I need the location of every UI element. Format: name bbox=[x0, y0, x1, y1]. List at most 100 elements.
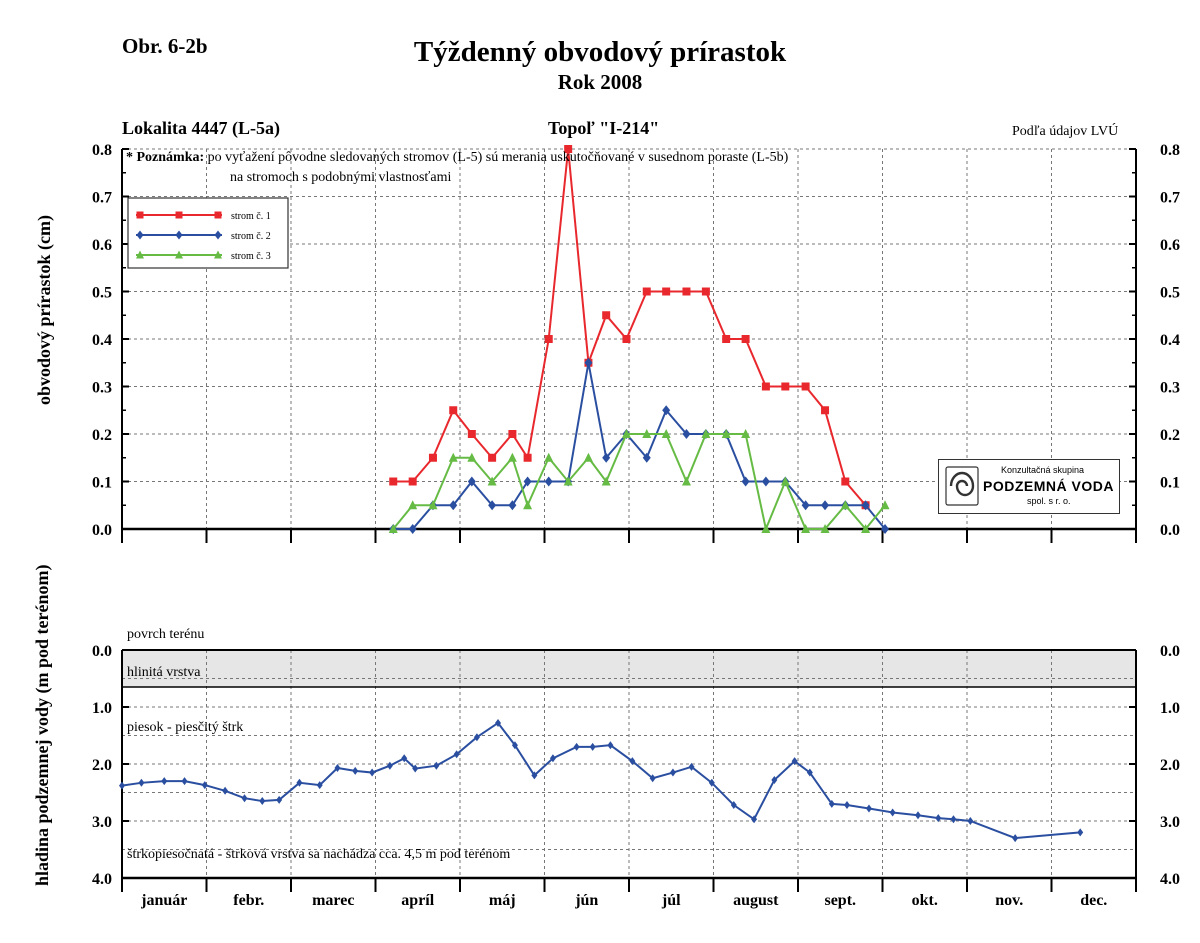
data-point-diamond bbox=[791, 757, 798, 766]
top-y-tick-label-right: 0.5 bbox=[1160, 285, 1180, 302]
legend-label: strom č. 1 bbox=[231, 211, 271, 222]
layer-surface-label: povrch terénu bbox=[127, 627, 205, 642]
legend: strom č. 1 strom č. 2 strom č. 3 bbox=[127, 197, 289, 269]
bottom-y-tick-label-right: 4.0 bbox=[1160, 871, 1180, 888]
data-point-diamond bbox=[844, 801, 851, 810]
legend-box bbox=[127, 197, 289, 269]
data-point-diamond bbox=[119, 781, 125, 790]
data-point-diamond bbox=[865, 804, 872, 813]
data-point-diamond bbox=[589, 742, 596, 751]
data-point-diamond bbox=[508, 500, 517, 511]
bottom-y-tick-label-right: 2.0 bbox=[1160, 757, 1180, 774]
data-point-triangle bbox=[507, 452, 517, 462]
top-y-tick-label-left: 0.7 bbox=[92, 190, 112, 207]
data-point-diamond bbox=[602, 452, 611, 463]
data-point-diamond bbox=[467, 476, 476, 487]
chart-subtitle: Rok 2008 bbox=[557, 70, 643, 94]
data-point-diamond bbox=[821, 500, 830, 511]
bottom-y-tick-label-left: 1.0 bbox=[92, 700, 112, 717]
bottom-chart-series bbox=[119, 718, 1084, 843]
data-point-diamond bbox=[642, 452, 651, 463]
data-point-diamond bbox=[161, 777, 168, 786]
data-point-diamond bbox=[662, 405, 671, 416]
data-point-square bbox=[488, 453, 497, 462]
data-point-diamond bbox=[914, 811, 921, 820]
data-point-square bbox=[761, 382, 770, 391]
data-point-diamond bbox=[669, 768, 676, 777]
data-point-diamond bbox=[138, 778, 145, 787]
data-point-diamond bbox=[214, 230, 222, 240]
bottom-chart-grid bbox=[122, 650, 1136, 878]
data-point-diamond bbox=[544, 476, 553, 487]
data-point-diamond bbox=[889, 808, 896, 817]
top-y-tick-label-left: 0.2 bbox=[92, 427, 112, 444]
month-label: máj bbox=[489, 892, 516, 909]
note-line-2: na stromoch s podobnými vlastnosťami bbox=[230, 170, 452, 185]
data-point-diamond bbox=[334, 763, 341, 772]
bottom-y-axis-title: hladina podzemnej vody (m pod terénom) bbox=[32, 564, 52, 886]
data-point-diamond bbox=[181, 777, 188, 786]
data-point-diamond bbox=[584, 357, 593, 368]
data-point-diamond bbox=[296, 778, 303, 787]
data-point-diamond bbox=[629, 757, 636, 766]
month-label: okt. bbox=[912, 892, 938, 909]
data-point-square bbox=[544, 335, 553, 343]
top-y-tick-label-right: 0.4 bbox=[1160, 332, 1180, 349]
data-point-diamond bbox=[241, 794, 248, 803]
data-point-triangle bbox=[214, 250, 222, 259]
data-point-diamond bbox=[828, 799, 835, 808]
data-point-square bbox=[781, 382, 790, 391]
data-point-square bbox=[701, 287, 710, 296]
data-point-square bbox=[602, 311, 611, 320]
data-point-triangle bbox=[428, 500, 438, 510]
data-point-triangle bbox=[408, 500, 418, 510]
data-point-diamond bbox=[861, 500, 870, 511]
data-point-diamond bbox=[433, 761, 440, 770]
bottom-y-tick-label-left: 4.0 bbox=[92, 871, 112, 888]
data-point-triangle bbox=[701, 429, 711, 438]
month-label: dec. bbox=[1080, 892, 1107, 909]
month-label: august bbox=[733, 892, 779, 909]
logo-line-1: Konzultačná skupina bbox=[1001, 465, 1085, 475]
data-point-diamond bbox=[730, 801, 737, 810]
top-y-tick-label-right: 0.7 bbox=[1160, 190, 1180, 207]
data-point-triangle bbox=[801, 524, 811, 533]
data-point-diamond bbox=[708, 778, 715, 787]
groundwater-line bbox=[121, 721, 1081, 840]
company-logo: Konzultačná skupina PODZEMNÁ VODA spol. … bbox=[938, 459, 1120, 514]
data-point-square bbox=[821, 406, 830, 415]
data-point-triangle bbox=[661, 429, 671, 438]
bottom-y-tick-label-right: 1.0 bbox=[1160, 700, 1180, 717]
data-point-triangle bbox=[681, 476, 691, 486]
data-point-diamond bbox=[1077, 828, 1084, 837]
data-point-square bbox=[741, 335, 750, 343]
location-label: Lokalita 4447 (L-5a) bbox=[122, 118, 281, 138]
data-point-square bbox=[467, 430, 476, 438]
top-y-tick-label-left: 0.5 bbox=[92, 285, 112, 302]
series-line-strom-2 bbox=[393, 362, 886, 530]
note-line-1: po vyťažení pôvodne sledovaných stromov … bbox=[207, 150, 789, 165]
data-point-diamond bbox=[316, 781, 323, 790]
top-y-tick-label-left: 0.3 bbox=[92, 380, 112, 397]
top-y-axis-title-text: obvodový prírastok (cm) bbox=[34, 215, 54, 405]
data-point-diamond bbox=[682, 429, 691, 439]
data-point-diamond bbox=[761, 476, 770, 487]
top-y-tick-label-right: 0.6 bbox=[1160, 237, 1180, 254]
data-point-diamond bbox=[806, 768, 813, 777]
data-point-diamond bbox=[136, 230, 144, 240]
data-point-diamond bbox=[935, 814, 942, 823]
data-point-square bbox=[508, 430, 517, 438]
data-point-diamond bbox=[259, 797, 266, 806]
data-point-diamond bbox=[175, 230, 183, 240]
data-point-triangle bbox=[780, 476, 790, 486]
data-point-diamond bbox=[412, 764, 419, 773]
data-point-triangle bbox=[136, 250, 144, 259]
data-point-diamond bbox=[881, 524, 890, 534]
top-y-tick-label-left: 0.4 bbox=[92, 332, 112, 349]
data-point-diamond bbox=[352, 766, 359, 775]
data-point-diamond bbox=[741, 476, 750, 487]
data-point-diamond bbox=[408, 524, 417, 534]
data-point-triangle bbox=[861, 524, 871, 533]
data-point-diamond bbox=[751, 815, 758, 824]
data-point-square bbox=[564, 145, 573, 153]
